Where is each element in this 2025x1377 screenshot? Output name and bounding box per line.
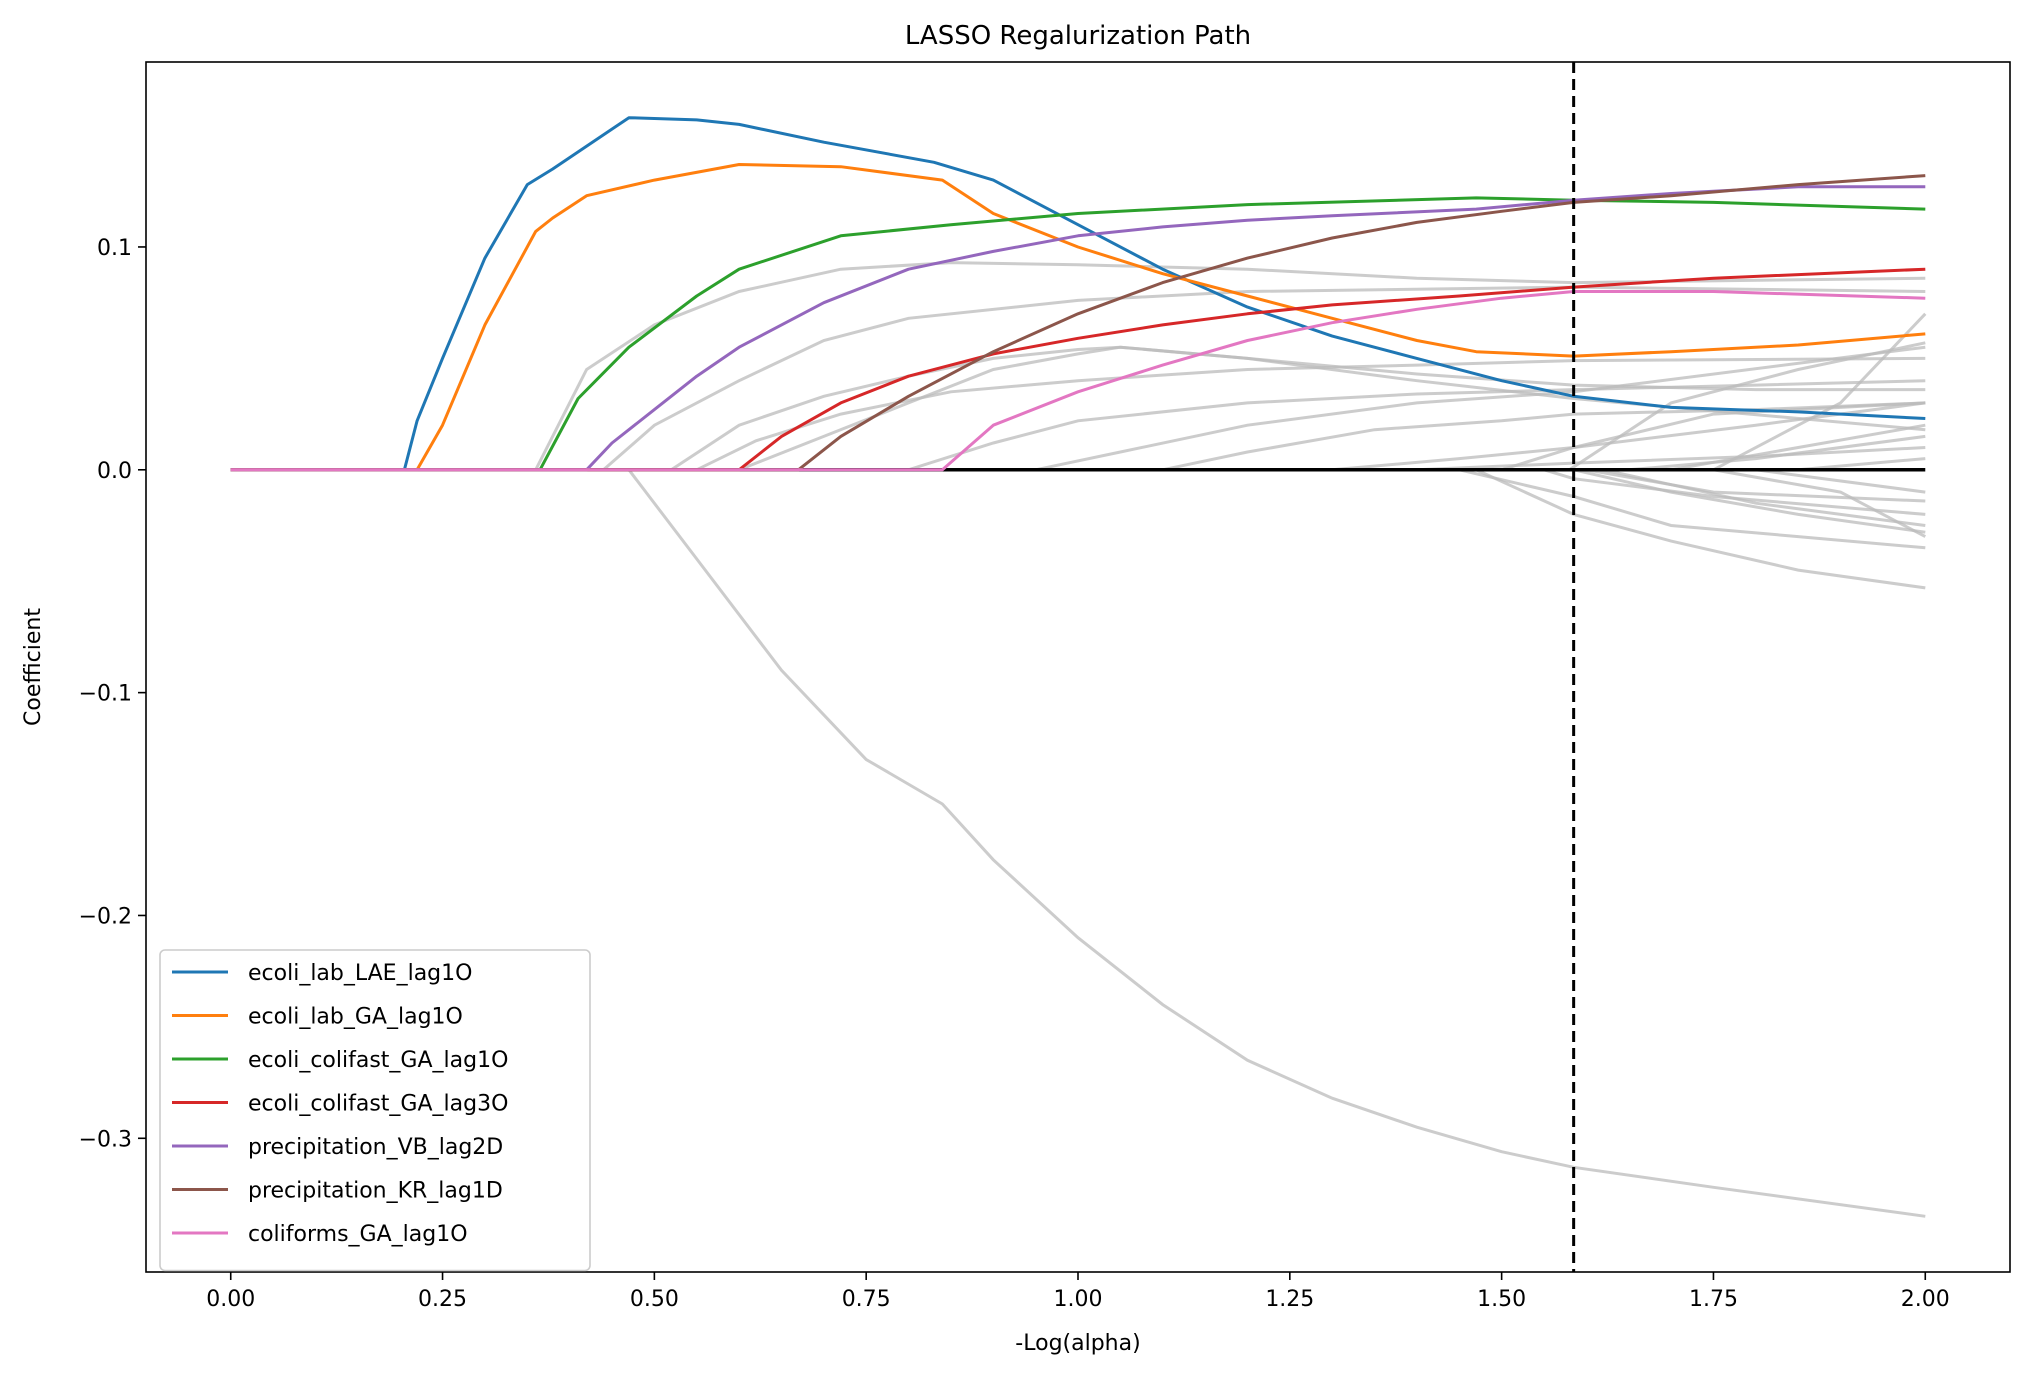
- series-line-precipitation_KR_lag1D: [230, 174, 1926, 472]
- gray-series-line-6: [230, 379, 1926, 472]
- series-line-ecoli_lab_LAE_lag1O: [230, 116, 1926, 472]
- colored-series-group: [230, 116, 1926, 472]
- y-tick-label: −0.2: [79, 904, 132, 929]
- y-axis-label: Coefficient: [21, 608, 46, 726]
- x-axis-ticks: 0.00 0.25 0.50 0.75 1.00 1.25 1.50 1.75 2.00: [206, 1272, 1950, 1312]
- x-tick-label: 0.25: [418, 1287, 467, 1312]
- x-tick-label: 0.50: [630, 1287, 679, 1312]
- gray-series-line-1: [230, 261, 1926, 472]
- legend-entry-label: precipitation_KR_lag1D: [248, 1179, 503, 1204]
- series-line-ecoli_colifast_GA_lag3O: [230, 267, 1926, 472]
- legend-entry-label: coliforms_GA_lag1O: [248, 1222, 468, 1247]
- legend-entry-label: ecoli_colifast_GA_lag1O: [248, 1048, 508, 1073]
- gray-series-line-5: [230, 345, 1926, 472]
- y-tick-label: 0.0: [97, 459, 132, 484]
- chart-title: LASSO Regalurization Path: [905, 21, 1251, 51]
- x-tick-label: 2.00: [1901, 1287, 1950, 1312]
- y-tick-label: −0.3: [79, 1127, 132, 1152]
- legend-entry-label: ecoli_colifast_GA_lag3O: [248, 1092, 508, 1117]
- x-tick-label: 1.50: [1477, 1287, 1526, 1312]
- legend-entry-label: precipitation_VB_lag2D: [248, 1135, 503, 1160]
- legend-entry-label: ecoli_lab_GA_lag1O: [248, 1005, 463, 1030]
- x-axis-label: -Log(alpha): [1015, 1331, 1140, 1356]
- y-tick-label: −0.1: [79, 682, 132, 707]
- x-tick-label: 1.00: [1054, 1287, 1103, 1312]
- legend-entry-label: ecoli_lab_LAE_lag1O: [248, 961, 472, 986]
- series-line-ecoli_colifast_GA_lag1O: [230, 196, 1926, 472]
- series-line-ecoli_lab_GA_lag1O: [230, 163, 1926, 472]
- x-tick-label: 1.25: [1265, 1287, 1314, 1312]
- x-tick-label: 1.75: [1689, 1287, 1738, 1312]
- series-line-precipitation_VB_lag2D: [230, 185, 1926, 472]
- x-tick-label: 0.75: [842, 1287, 891, 1312]
- gray-series-line-4: [230, 356, 1926, 472]
- legend: ecoli_lab_LAE_lag1O ecoli_lab_GA_lag1Oeco…: [159, 949, 591, 1272]
- gray-series-line-0: [230, 468, 1926, 1218]
- series-line-coliforms_GA_lag1O: [230, 290, 1926, 472]
- y-tick-label: 0.1: [97, 236, 132, 261]
- legend-box: [159, 949, 591, 1272]
- y-axis-ticks: −0.3 −0.2 −0.1 0.0 0.1: [79, 236, 146, 1152]
- x-tick-label: 0.00: [206, 1287, 255, 1312]
- gray-series-line-2: [230, 285, 1926, 472]
